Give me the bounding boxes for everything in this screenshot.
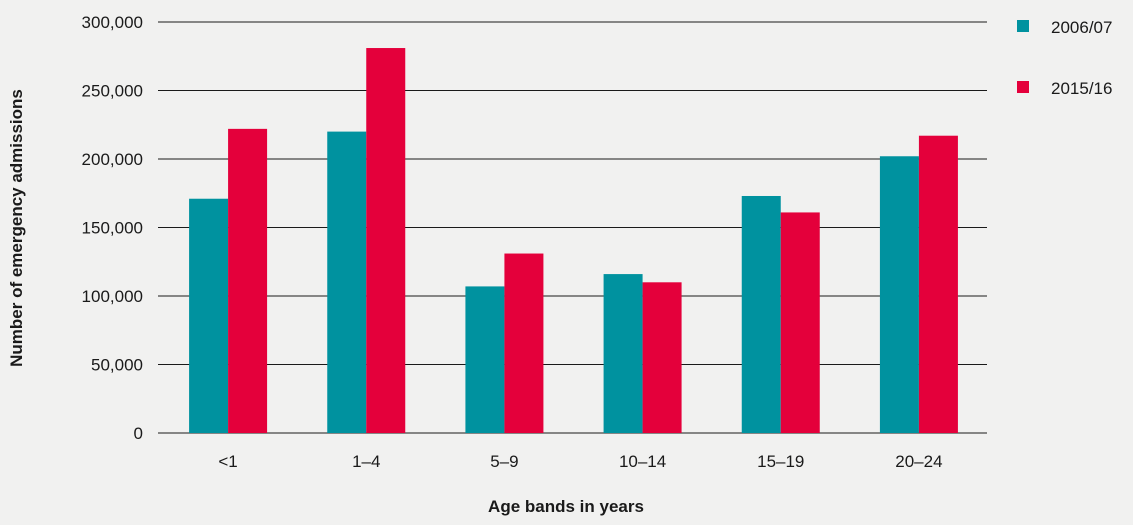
legend-swatch xyxy=(1017,20,1029,32)
bar xyxy=(366,48,406,433)
bar xyxy=(465,286,505,433)
legend: 2006/07 2015/16 xyxy=(1017,18,1112,98)
bar xyxy=(741,195,781,433)
y-tick-label: 150,000 xyxy=(82,219,143,238)
bar xyxy=(504,253,544,433)
y-tick-label: 0 xyxy=(134,424,143,443)
bar xyxy=(918,135,958,433)
legend-label: 2015/16 xyxy=(1051,79,1112,98)
gridlines xyxy=(158,21,987,434)
bar xyxy=(228,128,268,434)
x-axis-ticks: <1 1–4 5–9 10–14 15–19 20–24 xyxy=(218,452,942,471)
x-tick-label: <1 xyxy=(218,452,237,471)
y-axis-ticks: 0 50,000 100,000 150,000 200,000 250,000 300,0… xyxy=(82,13,143,443)
y-tick-label: 100,000 xyxy=(82,287,143,306)
x-tick-label: 1–4 xyxy=(352,452,380,471)
y-tick-label: 250,000 xyxy=(82,82,143,101)
x-tick-label: 20–24 xyxy=(895,452,942,471)
bar xyxy=(603,274,643,433)
y-tick-label: 50,000 xyxy=(91,356,143,375)
y-tick-label: 300,000 xyxy=(82,13,143,32)
bar xyxy=(189,198,229,433)
y-axis-title: Number of emergency admissions xyxy=(7,89,26,367)
bars xyxy=(189,48,958,434)
y-tick-label: 200,000 xyxy=(82,150,143,169)
bar xyxy=(642,282,682,433)
bar xyxy=(327,131,367,433)
legend-swatch xyxy=(1017,81,1029,93)
x-tick-label: 10–14 xyxy=(619,452,666,471)
bar xyxy=(879,156,919,433)
bar xyxy=(780,212,820,433)
x-axis-title: Age bands in years xyxy=(488,497,644,516)
legend-label: 2006/07 xyxy=(1051,18,1112,37)
x-tick-label: 5–9 xyxy=(490,452,518,471)
x-tick-label: 15–19 xyxy=(757,452,804,471)
